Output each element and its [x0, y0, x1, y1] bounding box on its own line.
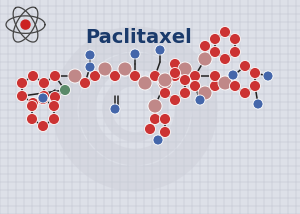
Circle shape	[26, 113, 38, 125]
Circle shape	[158, 73, 172, 87]
Circle shape	[169, 70, 181, 82]
Circle shape	[230, 34, 241, 45]
Circle shape	[16, 77, 28, 89]
Circle shape	[160, 113, 170, 125]
Circle shape	[110, 104, 120, 114]
Circle shape	[80, 77, 91, 89]
Circle shape	[253, 99, 263, 109]
Circle shape	[198, 86, 212, 100]
Circle shape	[118, 62, 132, 76]
Circle shape	[21, 20, 30, 29]
Text: Paclitaxel: Paclitaxel	[85, 28, 192, 47]
Circle shape	[130, 70, 140, 82]
Circle shape	[155, 45, 165, 55]
Circle shape	[110, 70, 121, 82]
Circle shape	[209, 80, 220, 92]
Circle shape	[169, 95, 181, 106]
Circle shape	[190, 80, 200, 92]
Circle shape	[50, 70, 61, 82]
Circle shape	[220, 27, 230, 37]
Circle shape	[38, 120, 49, 131]
Circle shape	[89, 70, 100, 82]
Circle shape	[149, 70, 161, 82]
Circle shape	[153, 135, 163, 145]
Circle shape	[250, 80, 260, 92]
Circle shape	[49, 113, 59, 125]
Circle shape	[209, 46, 220, 58]
Circle shape	[200, 40, 211, 52]
Circle shape	[38, 94, 49, 104]
Circle shape	[195, 95, 205, 105]
Circle shape	[26, 101, 38, 111]
Circle shape	[190, 70, 200, 82]
Circle shape	[85, 50, 95, 60]
Circle shape	[59, 85, 70, 95]
Circle shape	[145, 123, 155, 135]
Circle shape	[228, 70, 238, 80]
Circle shape	[98, 62, 112, 76]
Circle shape	[178, 62, 192, 76]
Circle shape	[28, 70, 38, 82]
Circle shape	[148, 99, 162, 113]
Circle shape	[158, 76, 172, 90]
Circle shape	[263, 71, 273, 81]
Circle shape	[28, 98, 38, 108]
Circle shape	[138, 76, 152, 90]
Circle shape	[218, 76, 232, 90]
Circle shape	[220, 54, 230, 64]
Circle shape	[230, 46, 241, 58]
Circle shape	[130, 49, 140, 59]
Circle shape	[209, 34, 220, 45]
Circle shape	[198, 52, 212, 66]
Circle shape	[169, 67, 181, 79]
Circle shape	[160, 126, 170, 138]
Circle shape	[85, 62, 95, 72]
Circle shape	[179, 88, 191, 98]
Circle shape	[149, 113, 161, 125]
Circle shape	[38, 93, 48, 103]
Circle shape	[49, 101, 59, 111]
Circle shape	[179, 74, 191, 86]
Circle shape	[160, 88, 170, 98]
Circle shape	[209, 70, 220, 82]
Circle shape	[239, 88, 250, 98]
Circle shape	[68, 69, 82, 83]
Circle shape	[50, 92, 61, 103]
Circle shape	[239, 61, 250, 71]
Circle shape	[169, 58, 181, 70]
Circle shape	[230, 80, 241, 92]
Circle shape	[250, 67, 260, 79]
Circle shape	[16, 91, 28, 101]
Circle shape	[38, 77, 50, 89]
Circle shape	[38, 91, 50, 101]
